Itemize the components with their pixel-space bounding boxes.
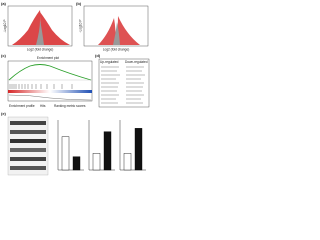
table-frame [98,58,150,108]
legend-label: Ranking metric scores [54,104,86,108]
panel-label: (d) [95,53,101,58]
table-rows [101,66,145,104]
panel-label: (b) [76,1,82,6]
panel-label: (e) [1,111,7,116]
volcano-points [98,16,140,45]
y-axis-label: -Log10 P [78,20,82,33]
plot-frame [83,5,149,47]
table-header: Down-regulated [125,60,148,64]
legend: Enrichment profile Hits Ranking metric s… [9,104,86,108]
plot-frame [7,60,93,102]
rank-bar [8,90,92,93]
western-blot [7,116,49,176]
bar [123,153,132,171]
bar [92,153,101,171]
x-axis-label: Log2 (fold change) [103,47,130,51]
panel-label: (a) [1,1,7,6]
enrichment-curve [8,64,92,81]
bar [103,131,112,171]
plot-frame [7,5,73,47]
bar [72,156,81,171]
bar [134,128,143,171]
figure: (a) Log2 (fold change) -Log10 P (b) Log2… [1,1,150,176]
plot-title: Enrichment plot [37,56,59,60]
panel-label: (c) [1,53,7,58]
bar [61,136,70,171]
x-axis-label: Log2 (fold change) [27,47,54,51]
legend-label: Enrichment profile [9,104,35,108]
metric-curve [8,94,92,101]
hits [9,84,73,89]
table-header: Up-regulated [100,60,119,64]
volcano-points [12,10,70,45]
y-axis-label: -Log10 P [3,20,7,33]
legend-label: Hits [40,104,46,108]
page: {"panels": { "a": {"label": "(a)", "x_la… [0,0,150,179]
